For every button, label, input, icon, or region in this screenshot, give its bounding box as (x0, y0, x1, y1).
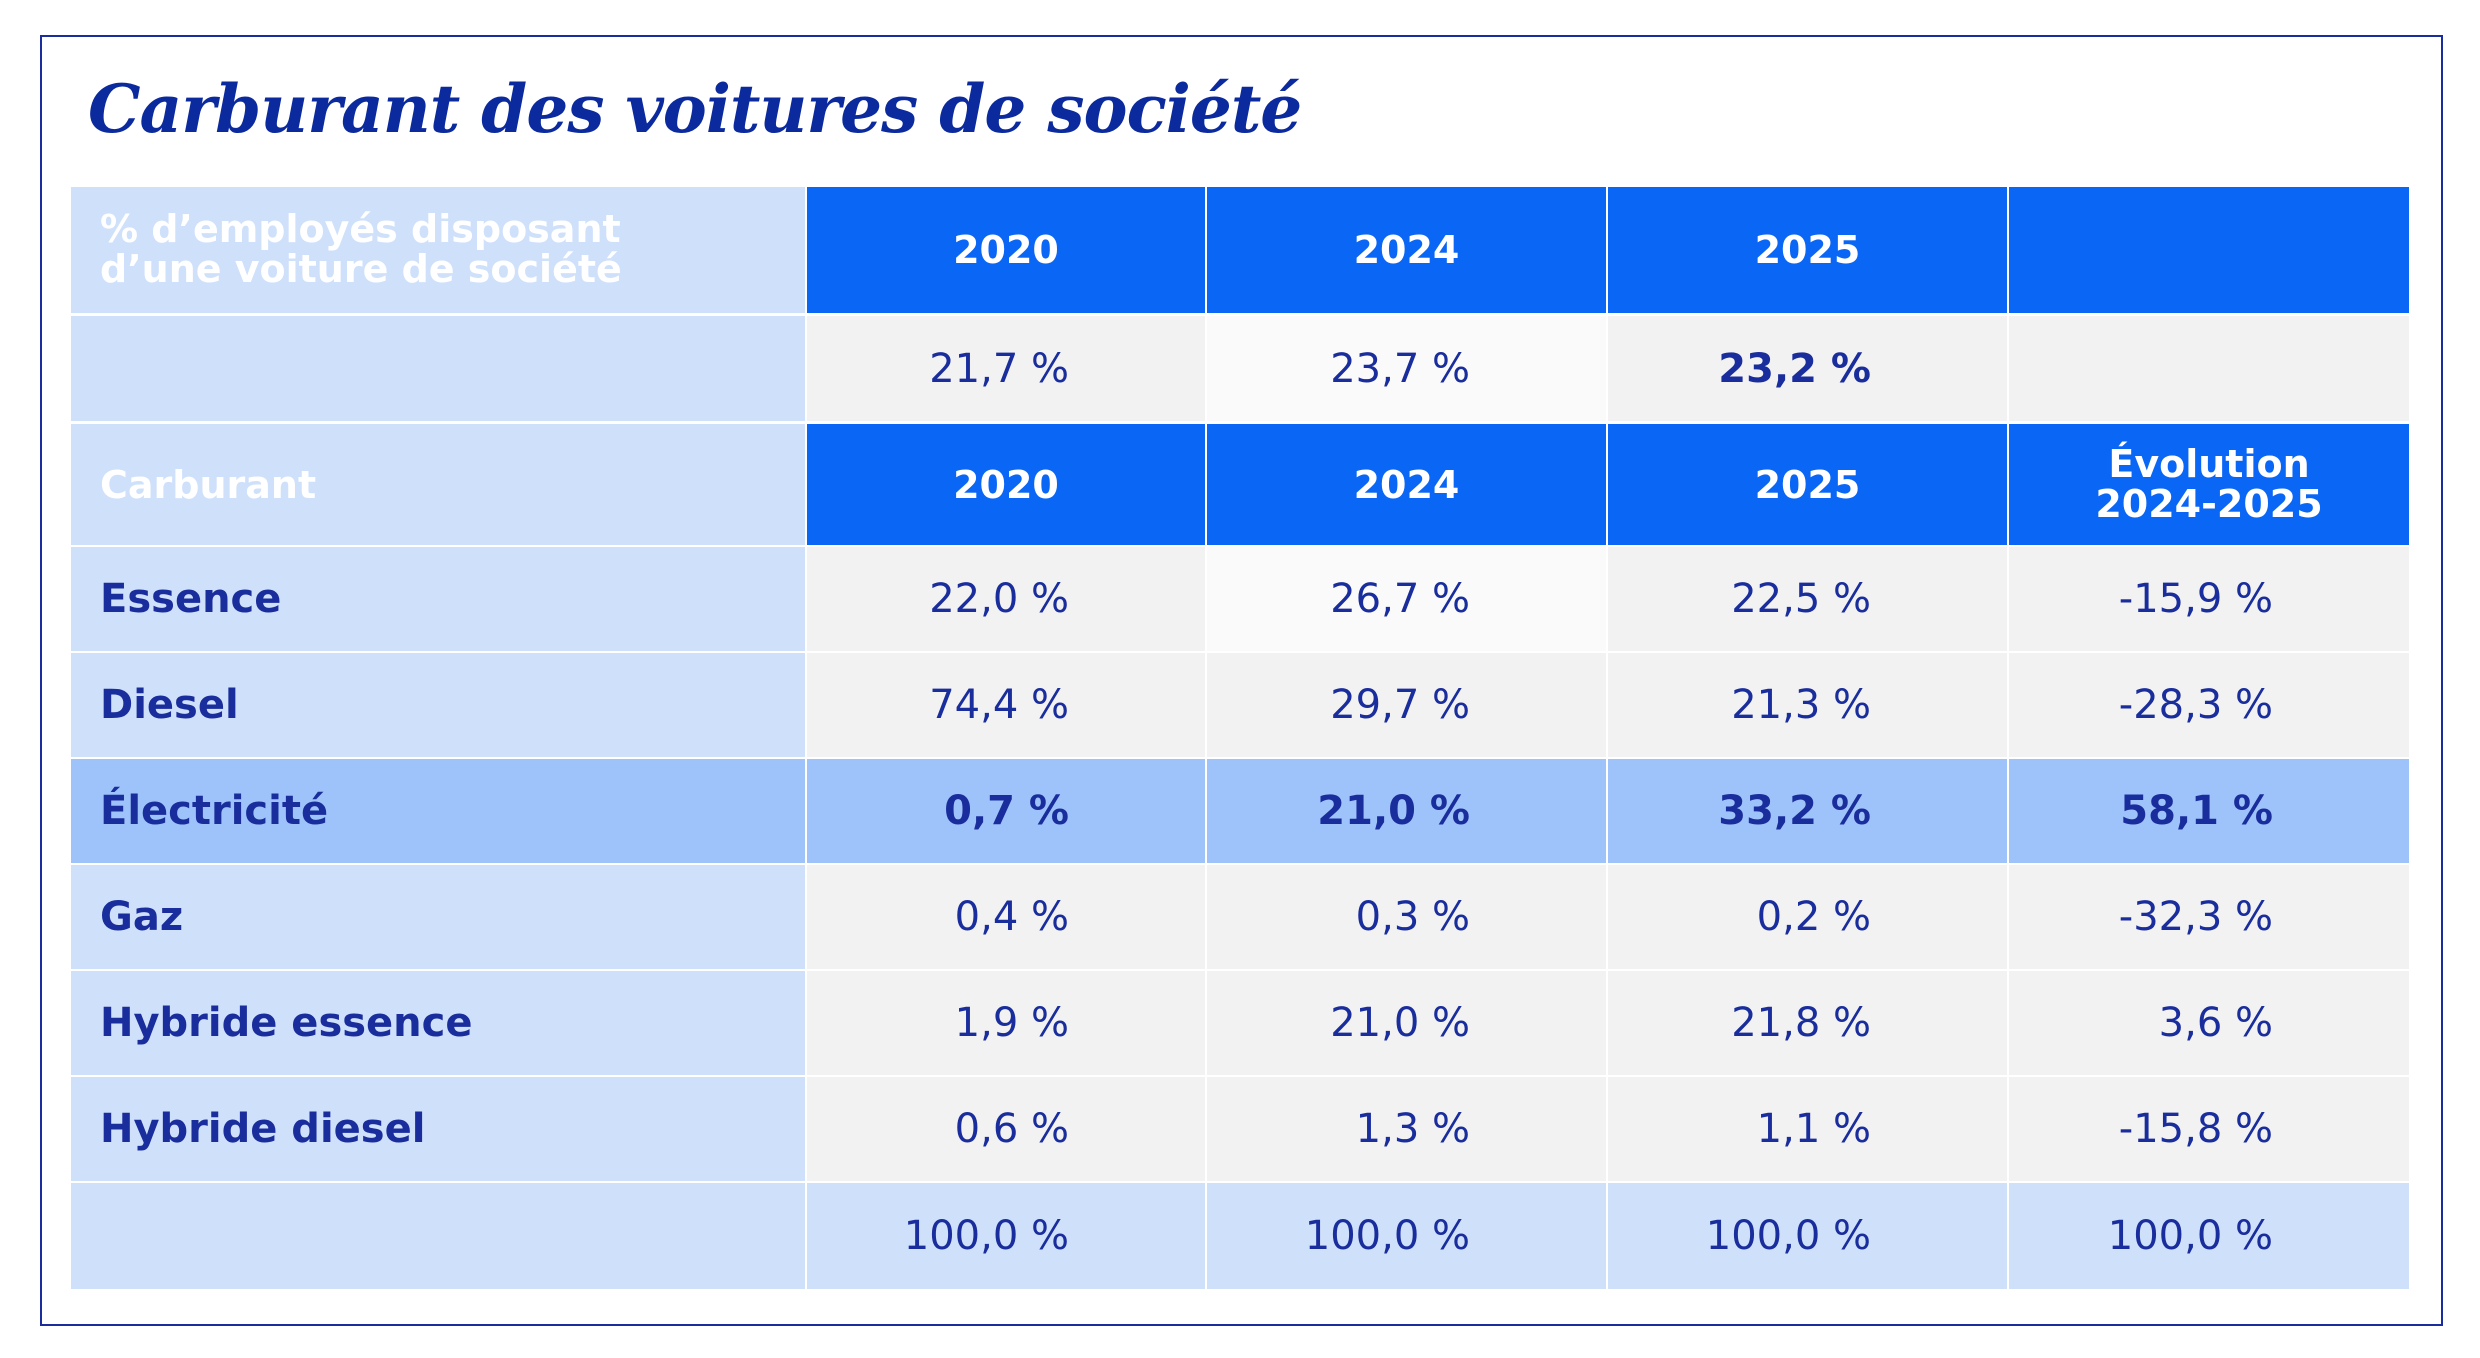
value-cell: 33,2 % (1608, 759, 2007, 863)
value-cell-text: 3,6 % (2158, 1000, 2273, 1046)
value-cell-text: -28,3 % (2118, 682, 2273, 728)
total-cell: 100,0 % (1608, 1183, 2007, 1289)
value-cell-text: 0,2 % (1756, 894, 1871, 940)
value-cell-text: 23,7 % (1330, 345, 1470, 392)
value-cell: 21,3 % (1608, 653, 2007, 757)
value-cell: 22,5 % (1608, 547, 2007, 651)
header-cell: 2025 (1608, 424, 2007, 545)
total-cell: 100,0 % (1207, 1183, 1606, 1289)
value-cell: 0,7 % (807, 759, 1205, 863)
total-cell: 100,0 % (807, 1183, 1205, 1289)
row-label: Électricité (71, 759, 805, 863)
value-cell: 23,2 % (1608, 316, 2007, 421)
value-cell-text: 22,5 % (1731, 576, 1871, 622)
row-label-text: Électricité (100, 788, 329, 834)
value-cell-text: 21,7 % (929, 345, 1069, 392)
header-cell: 2020 (807, 187, 1205, 313)
total-cell-text: 100,0 % (2107, 1213, 2273, 1259)
value-cell: 21,7 % (807, 316, 1205, 421)
header-cell: % d’employés disposant d’une voiture de … (71, 187, 805, 313)
total-cell: 100,0 % (2009, 1183, 2409, 1289)
value-cell-text: 21,3 % (1731, 682, 1871, 728)
value-cell-text: 33,2 % (1718, 788, 1871, 834)
header-cell: 2020 (807, 424, 1205, 545)
value-cell: 0,2 % (1608, 865, 2007, 969)
value-cell: 21,0 % (1207, 759, 1606, 863)
title: Carburant des voitures de société (88, 70, 1302, 148)
header-cell-text: Évolution 2024-2025 (2095, 441, 2323, 526)
value-cell: 0,4 % (807, 865, 1205, 969)
value-cell: -32,3 % (2009, 865, 2409, 969)
value-cell-text: 26,7 % (1330, 576, 1470, 622)
row-label-text: Diesel (100, 682, 239, 728)
row-label-text: Essence (100, 576, 282, 622)
value-cell: 3,6 % (2009, 971, 2409, 1075)
value-cell-text: 21,0 % (1330, 1000, 1470, 1046)
value-cell: 23,7 % (1207, 316, 1606, 421)
header-cell: Carburant (71, 424, 805, 545)
header-cell-text: 2025 (1754, 228, 1861, 272)
header-cell: 2025 (1608, 187, 2007, 313)
total-cell-text: 100,0 % (1304, 1213, 1470, 1259)
header-cell-text: % d’employés disposant d’une voiture de … (100, 207, 622, 291)
value-cell: -15,9 % (2009, 547, 2409, 651)
row-label: Essence (71, 547, 805, 651)
value-cell-text: -15,8 % (2118, 1106, 2273, 1152)
header-cell (2009, 187, 2409, 313)
header-cell: 2024 (1207, 424, 1606, 545)
value-cell: 26,7 % (1207, 547, 1606, 651)
value-cell-text: 58,1 % (2120, 788, 2273, 834)
total-cell-text: 100,0 % (1705, 1213, 1871, 1259)
row-label-text: Hybride diesel (100, 1106, 426, 1152)
value-cell-text: 1,9 % (954, 1000, 1069, 1046)
row-label-text: Hybride essence (100, 1000, 473, 1046)
value-cell: 21,0 % (1207, 971, 1606, 1075)
value-cell: 1,9 % (807, 971, 1205, 1075)
value-cell-text: 0,7 % (944, 788, 1069, 834)
frame (40, 35, 2443, 1326)
value-cell-text: 22,0 % (929, 576, 1069, 622)
value-cell: 0,3 % (1207, 865, 1606, 969)
header-cell-text: Carburant (100, 462, 317, 507)
value-cell-text: 23,2 % (1718, 345, 1871, 392)
value-cell: 1,1 % (1608, 1077, 2007, 1181)
value-cell-text: 21,0 % (1317, 788, 1470, 834)
row-label: Gaz (71, 865, 805, 969)
value-cell-text: -15,9 % (2118, 576, 2273, 622)
value-cell-text: 21,8 % (1731, 1000, 1871, 1046)
value-cell: 58,1 % (2009, 759, 2409, 863)
header-cell: Évolution 2024-2025 (2009, 424, 2409, 545)
value-cell: 21,8 % (1608, 971, 2007, 1075)
value-cell-text: 0,6 % (954, 1106, 1069, 1152)
label-cell (71, 316, 805, 421)
row-label: Hybride essence (71, 971, 805, 1075)
value-cell-text: 74,4 % (929, 682, 1069, 728)
label-cell (71, 1183, 805, 1289)
value-cell: 0,6 % (807, 1077, 1205, 1181)
value-cell-text: 0,4 % (954, 894, 1069, 940)
header-cell-text: 2024 (1353, 462, 1460, 507)
row-label: Hybride diesel (71, 1077, 805, 1181)
header-cell-text: 2024 (1353, 228, 1460, 272)
value-cell: -15,8 % (2009, 1077, 2409, 1181)
header-cell-text: 2020 (953, 228, 1059, 272)
value-cell: 29,7 % (1207, 653, 1606, 757)
row-label: Diesel (71, 653, 805, 757)
header-cell: 2024 (1207, 187, 1606, 313)
value-cell-text: 1,1 % (1756, 1106, 1871, 1152)
row-label-text: Gaz (100, 894, 184, 940)
value-cell: 22,0 % (807, 547, 1205, 651)
total-cell-text: 100,0 % (903, 1213, 1069, 1259)
value-cell-text: 0,3 % (1355, 894, 1470, 940)
value-cell (2009, 316, 2409, 421)
header-cell-text: 2025 (1754, 462, 1861, 507)
value-cell-text: -32,3 % (2118, 894, 2273, 940)
value-cell: 1,3 % (1207, 1077, 1606, 1181)
value-cell: -28,3 % (2009, 653, 2409, 757)
value-cell-text: 1,3 % (1355, 1106, 1470, 1152)
value-cell-text: 29,7 % (1330, 682, 1470, 728)
header-cell-text: 2020 (953, 462, 1059, 507)
value-cell: 74,4 % (807, 653, 1205, 757)
